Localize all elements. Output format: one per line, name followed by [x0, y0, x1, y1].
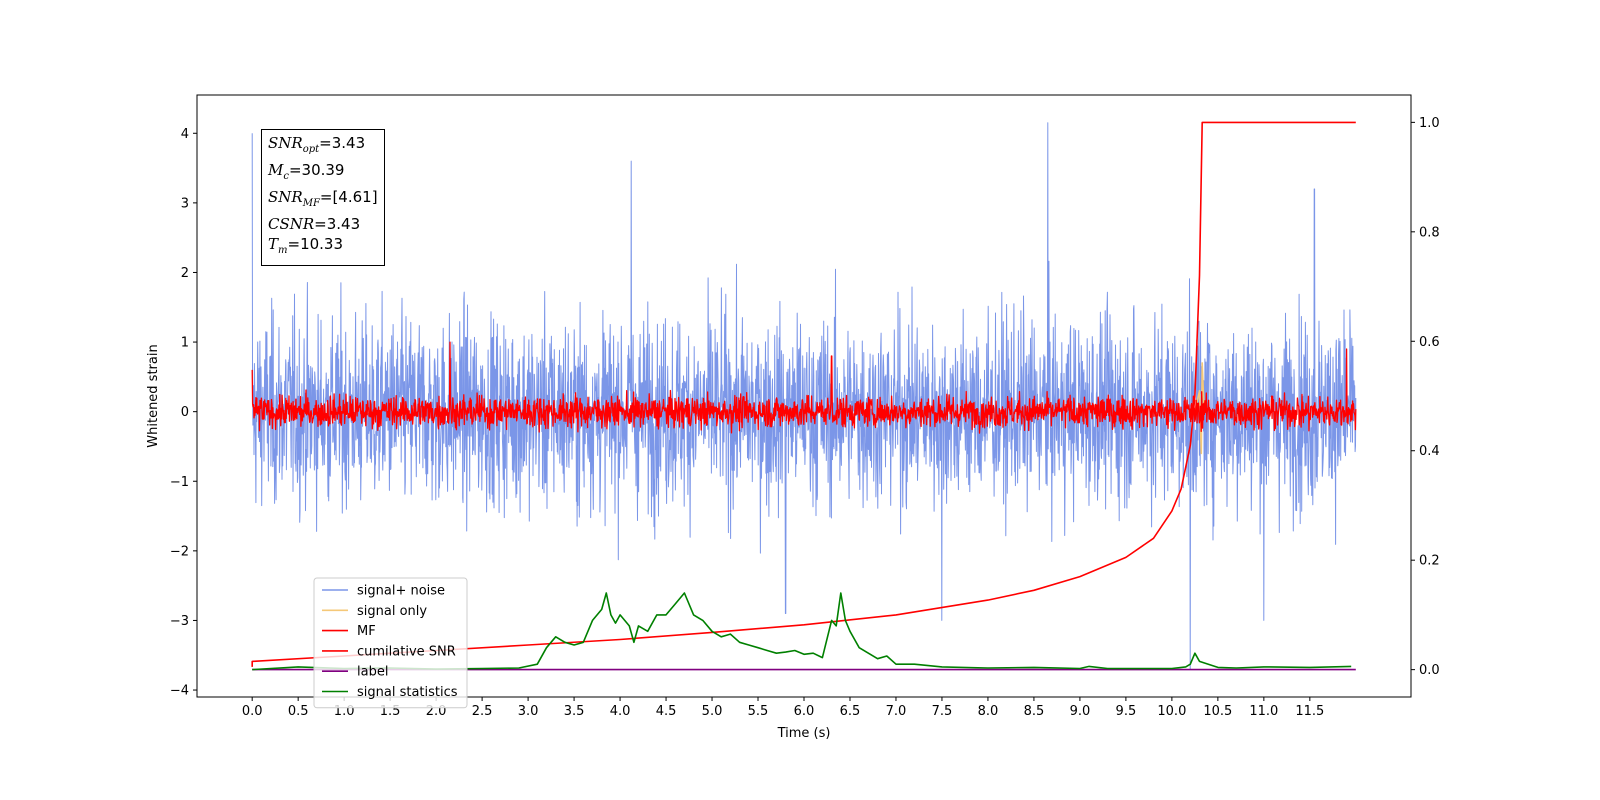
y2-tick-label: 0.8	[1419, 225, 1440, 240]
x-tick-label: 0.0	[242, 704, 263, 719]
legend-label: signal statistics	[357, 685, 458, 700]
x-tick-label: 0.5	[288, 704, 309, 719]
legend-box	[313, 577, 468, 709]
stats-annotation-box: SNRopt=3.43 Mc=30.39 SNRMF=[4.61] CSNR=3…	[261, 129, 385, 266]
y2-tick-label: 0.4	[1419, 444, 1440, 459]
legend-label: MF	[357, 624, 376, 639]
x-tick-label: 11.5	[1295, 704, 1324, 719]
series-line-signal-only	[1194, 362, 1205, 455]
legend-label: signal+ noise	[357, 584, 445, 599]
series-line-signal-statistics	[252, 592, 1352, 671]
annotation-csnr: CSNR=3.43	[268, 215, 361, 233]
x-tick-label: 2.5	[472, 704, 493, 719]
series-line-mf	[251, 341, 1357, 434]
legend-label: label	[357, 665, 388, 680]
y-tick-label: 2	[181, 266, 189, 281]
y-tick-label: −2	[170, 544, 189, 559]
y-tick-label: 3	[181, 196, 189, 211]
y-tick-label: 1	[181, 336, 189, 351]
x-tick-label: 5.5	[748, 704, 769, 719]
x-tick-label: 10.5	[1203, 704, 1232, 719]
legend-label: cumilative SNR	[357, 644, 456, 659]
annotation-snr-opt: SNRopt=3.43	[268, 134, 366, 155]
y-tick-label: −4	[170, 684, 189, 699]
x-tick-label: 7.0	[886, 704, 907, 719]
y2-tick-label: 0.2	[1419, 554, 1440, 569]
y-tick-label: 0	[181, 405, 189, 420]
annotation-tm: Tm=10.33	[268, 235, 344, 256]
x-tick-label: 4.5	[656, 704, 677, 719]
x-tick-label: 9.5	[1116, 704, 1137, 719]
y-tick-label: −3	[170, 614, 189, 629]
x-tick-label: 8.0	[978, 704, 999, 719]
annotation-snr-mf: SNRMF=[4.61]	[268, 188, 378, 209]
x-tick-label: 3.0	[518, 704, 539, 719]
x-tick-label: 6.0	[794, 704, 815, 719]
x-tick-label: 5.0	[702, 704, 723, 719]
y-tick-label: 4	[181, 127, 189, 142]
x-axis: 0.0 0.5 1.0 1.5 2.0 2.5 3.0 3.5 4.0 4.5 5.0 5.5 6.0 6…	[242, 697, 1324, 719]
y2-tick-label: 1.0	[1419, 116, 1440, 131]
x-tick-label: 4.0	[610, 704, 631, 719]
y-tick-label: −1	[170, 475, 189, 490]
legend-label: signal only	[357, 604, 427, 619]
x-tick-label: 8.5	[1024, 704, 1045, 719]
y-axis-left: 4 3 2 1 0 −1 −2 −3 −4	[170, 127, 197, 699]
y-axis-right: 1.0 0.8 0.6 0.4 0.2 0.0	[1411, 116, 1440, 678]
x-tick-label: 11.0	[1249, 704, 1278, 719]
annotation-mc: Mc=30.39	[268, 161, 345, 182]
x-tick-label: 3.5	[564, 704, 585, 719]
y2-tick-label: 0.6	[1419, 335, 1440, 350]
y2-tick-label: 0.0	[1419, 663, 1440, 678]
legend: signal+ noise signal only MF cumilative SNR…	[313, 577, 468, 709]
x-tick-label: 7.5	[932, 704, 953, 719]
x-tick-label: 10.0	[1157, 704, 1186, 719]
x-tick-label: 6.5	[840, 704, 861, 719]
y-axis-label: Whitened strain	[146, 344, 161, 447]
x-axis-label: Time (s)	[777, 726, 831, 741]
x-tick-label: 9.0	[1070, 704, 1091, 719]
series-line-cumilative-snr	[251, 121, 1356, 667]
